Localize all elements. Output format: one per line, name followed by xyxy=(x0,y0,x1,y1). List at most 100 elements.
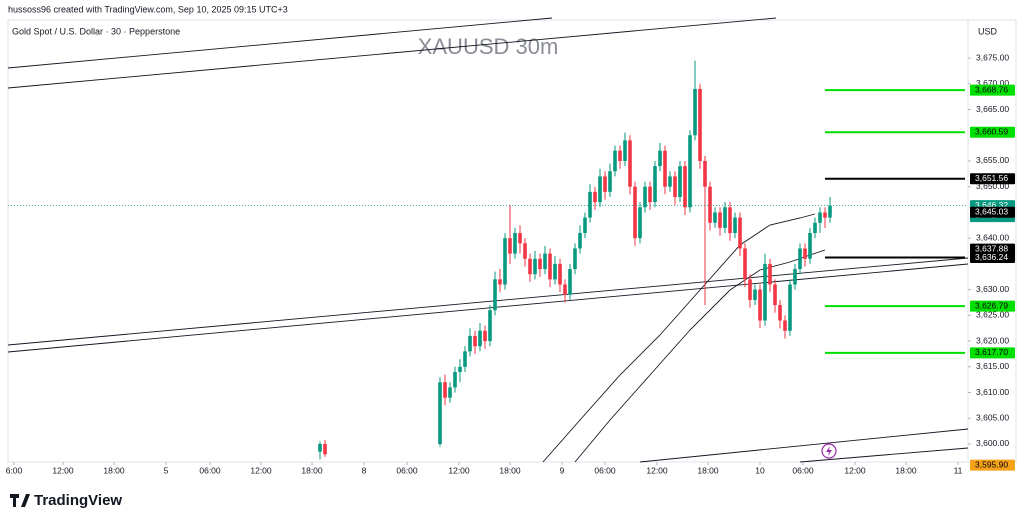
candle-body xyxy=(638,207,642,239)
candle-body xyxy=(493,279,497,311)
price-label: 3,668.76 xyxy=(975,84,1008,94)
candle-body xyxy=(673,176,677,198)
candle xyxy=(543,245,547,275)
candle-body xyxy=(518,233,522,244)
candle-body xyxy=(523,243,527,259)
frame xyxy=(7,19,1017,463)
chart-title: XAUUSD 30m xyxy=(418,34,559,59)
y-tick-label: 3,640.00 xyxy=(976,232,1009,242)
candle xyxy=(453,366,457,393)
trend-line xyxy=(7,263,969,353)
x-tick-label: 5 xyxy=(164,465,169,475)
candle xyxy=(813,217,817,239)
candle-body xyxy=(788,284,792,331)
x-tick-label: 9 xyxy=(560,465,565,475)
candle xyxy=(628,135,632,195)
candle-body xyxy=(498,279,502,285)
candle-body xyxy=(758,289,762,321)
candle-body xyxy=(473,335,477,347)
x-tick-label: 06:00 xyxy=(594,465,616,475)
candle-body xyxy=(683,166,687,208)
candle xyxy=(608,163,612,198)
x-tick-label: 18:00 xyxy=(895,465,917,475)
candle xyxy=(598,168,602,208)
candle xyxy=(713,207,717,228)
candle xyxy=(503,233,507,290)
candle-body xyxy=(598,176,602,203)
candle xyxy=(603,171,607,200)
candle xyxy=(463,346,467,372)
candle-body xyxy=(573,248,577,270)
price-label: 3,617.70 xyxy=(975,347,1008,357)
candle-body xyxy=(768,263,772,285)
y-tick-label: 3,665.00 xyxy=(976,104,1009,114)
candle-body xyxy=(543,253,547,270)
candle xyxy=(748,274,752,308)
candle xyxy=(573,243,577,275)
candle-body xyxy=(783,320,787,331)
candle xyxy=(678,160,682,203)
candle xyxy=(658,142,662,172)
drawings xyxy=(7,17,969,463)
candle xyxy=(558,258,562,293)
y-tick-label: 3,650.00 xyxy=(976,181,1009,191)
candle xyxy=(518,225,522,254)
candle xyxy=(828,197,832,223)
y-tick-label: 3,620.00 xyxy=(976,335,1009,345)
candle xyxy=(318,441,322,460)
candle xyxy=(533,251,537,280)
candle xyxy=(578,225,582,254)
candle xyxy=(593,186,597,210)
moving-average xyxy=(574,249,826,463)
price-label-box xyxy=(970,173,1015,185)
candle-body xyxy=(813,222,817,234)
x-tick-label: 18:00 xyxy=(103,465,125,475)
trend-line xyxy=(639,428,969,463)
candle-body xyxy=(633,186,637,239)
price-label: 3,595.90 xyxy=(975,459,1008,469)
candle-body xyxy=(763,263,767,321)
candle xyxy=(528,253,532,282)
candle xyxy=(693,60,697,141)
candle xyxy=(823,207,827,228)
candle xyxy=(513,227,517,259)
credit: hussoss96 created with TradingView.com, … xyxy=(8,4,288,14)
x-tick-label: 10 xyxy=(755,465,765,475)
candle xyxy=(668,171,672,192)
candle-body xyxy=(803,248,807,259)
candle-body xyxy=(703,160,707,187)
candle-body xyxy=(563,284,567,295)
candle xyxy=(488,305,492,347)
price-label: 3,645.03 xyxy=(975,207,1008,217)
price-label-box xyxy=(970,243,1015,255)
candle xyxy=(583,212,587,239)
candle-body xyxy=(468,335,472,352)
y-tick-label: 3,670.00 xyxy=(976,78,1009,88)
candle xyxy=(613,145,617,177)
candle xyxy=(498,269,502,293)
candle xyxy=(438,377,442,447)
candle xyxy=(818,207,822,234)
trend-line xyxy=(7,17,777,89)
brand-logo: TradingView xyxy=(10,492,122,509)
candle-body xyxy=(773,284,777,306)
candle-body xyxy=(578,233,582,249)
candle xyxy=(743,243,747,288)
symbol: Gold Spot / U.S. Dollar · 30 · Peppersto… xyxy=(12,26,180,36)
moving-average xyxy=(542,213,816,463)
candle xyxy=(508,204,512,264)
price-label: 3,646.32 xyxy=(975,200,1008,210)
y-tick-label: 3,610.00 xyxy=(976,387,1009,397)
candle xyxy=(688,130,692,213)
candle xyxy=(798,243,802,275)
candle xyxy=(753,284,757,306)
y-tick-label: 3,630.00 xyxy=(976,284,1009,294)
y-tick-label: 3,625.00 xyxy=(976,310,1009,320)
candle-body xyxy=(743,248,747,280)
y-tick-label: 3,675.00 xyxy=(976,52,1009,62)
candle-body xyxy=(608,171,612,192)
candle xyxy=(788,279,792,336)
candle xyxy=(623,132,627,167)
candle-body xyxy=(593,191,597,203)
candle-body xyxy=(613,150,617,172)
